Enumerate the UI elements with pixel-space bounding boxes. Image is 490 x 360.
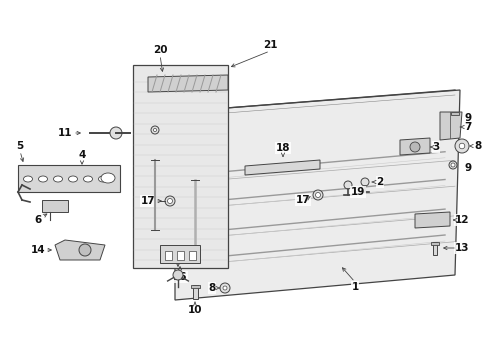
- Bar: [189, 251, 196, 260]
- Circle shape: [79, 244, 91, 256]
- Circle shape: [455, 139, 469, 153]
- Text: 1: 1: [351, 282, 359, 292]
- Text: 11: 11: [58, 128, 72, 138]
- Text: 3: 3: [432, 142, 440, 152]
- Text: 9: 9: [465, 113, 471, 123]
- Ellipse shape: [39, 176, 48, 182]
- Text: 15: 15: [171, 251, 185, 261]
- Text: 6: 6: [34, 215, 42, 225]
- Polygon shape: [160, 245, 200, 263]
- Text: 16: 16: [173, 272, 187, 282]
- Bar: [193, 285, 197, 299]
- Bar: [433, 242, 437, 255]
- Bar: [191, 285, 199, 288]
- Circle shape: [459, 143, 465, 149]
- Ellipse shape: [101, 173, 115, 183]
- Text: 17: 17: [141, 196, 155, 206]
- Ellipse shape: [24, 176, 32, 182]
- Text: 10: 10: [188, 305, 202, 315]
- Circle shape: [168, 198, 172, 203]
- Text: 2: 2: [376, 177, 384, 187]
- Bar: [451, 112, 459, 115]
- Circle shape: [316, 193, 320, 198]
- Text: 19: 19: [351, 187, 365, 197]
- Text: 17: 17: [295, 195, 310, 205]
- Circle shape: [151, 126, 159, 134]
- Ellipse shape: [98, 176, 107, 182]
- Polygon shape: [148, 75, 228, 92]
- Text: 20: 20: [153, 45, 167, 55]
- Text: 13: 13: [455, 243, 469, 253]
- Polygon shape: [42, 200, 68, 212]
- Circle shape: [410, 142, 420, 152]
- Circle shape: [361, 178, 369, 186]
- Polygon shape: [133, 65, 228, 268]
- Circle shape: [110, 127, 122, 139]
- Text: 5: 5: [16, 141, 24, 151]
- Polygon shape: [440, 112, 462, 140]
- Text: 7: 7: [465, 122, 472, 132]
- Polygon shape: [175, 90, 460, 300]
- Circle shape: [449, 161, 457, 169]
- Polygon shape: [18, 165, 120, 192]
- Polygon shape: [245, 160, 320, 175]
- Bar: [431, 242, 439, 244]
- Circle shape: [165, 196, 175, 206]
- Text: 8: 8: [208, 283, 216, 293]
- Polygon shape: [400, 138, 430, 155]
- Polygon shape: [55, 240, 105, 260]
- Polygon shape: [415, 212, 450, 228]
- Ellipse shape: [53, 176, 63, 182]
- Text: 8: 8: [474, 141, 482, 151]
- Circle shape: [220, 283, 230, 293]
- Text: 4: 4: [78, 150, 86, 160]
- Text: 14: 14: [31, 245, 45, 255]
- Circle shape: [451, 163, 455, 167]
- Circle shape: [223, 286, 227, 290]
- Text: 9: 9: [465, 163, 471, 173]
- Circle shape: [313, 190, 323, 200]
- Text: 12: 12: [455, 215, 469, 225]
- Circle shape: [153, 129, 157, 132]
- Text: 21: 21: [263, 40, 277, 50]
- Text: 18: 18: [276, 143, 290, 153]
- Bar: [165, 251, 172, 260]
- Bar: [453, 112, 457, 124]
- Bar: [177, 251, 184, 260]
- Ellipse shape: [83, 176, 93, 182]
- Circle shape: [344, 181, 352, 189]
- Ellipse shape: [69, 176, 77, 182]
- Circle shape: [173, 270, 183, 280]
